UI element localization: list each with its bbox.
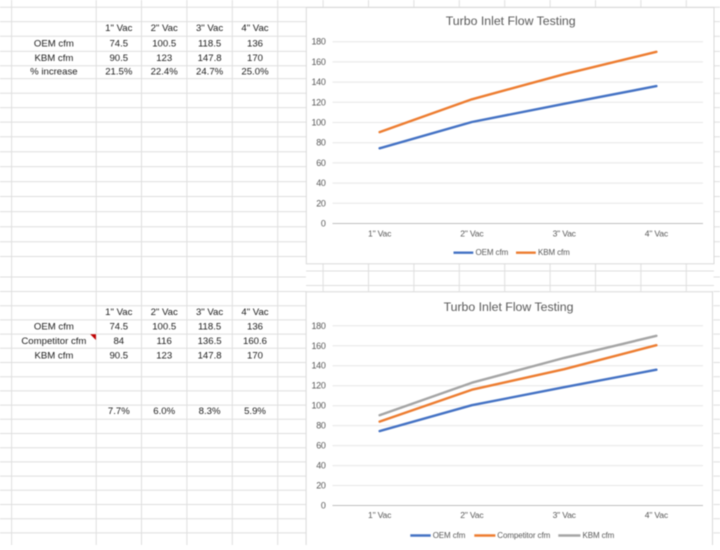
svg-text:6.0%: 6.0% bbox=[153, 406, 175, 417]
svg-text:Competitor cfm: Competitor cfm bbox=[497, 531, 550, 540]
svg-text:1" Vac: 1" Vac bbox=[368, 510, 392, 520]
svg-text:100: 100 bbox=[312, 401, 326, 411]
svg-text:74.5: 74.5 bbox=[109, 322, 128, 333]
svg-text:123: 123 bbox=[156, 53, 172, 64]
svg-text:4" Vac: 4" Vac bbox=[645, 510, 669, 520]
svg-text:118.5: 118.5 bbox=[198, 322, 221, 333]
svg-text:170: 170 bbox=[247, 350, 263, 361]
svg-text:4" Vac: 4" Vac bbox=[241, 23, 268, 34]
svg-text:60: 60 bbox=[316, 158, 326, 168]
svg-text:170: 170 bbox=[247, 53, 263, 64]
svg-text:160.6: 160.6 bbox=[243, 336, 267, 347]
svg-text:2" Vac: 2" Vac bbox=[151, 23, 178, 34]
svg-text:20: 20 bbox=[316, 481, 326, 491]
svg-text:180: 180 bbox=[312, 37, 326, 47]
svg-text:160: 160 bbox=[312, 341, 326, 351]
svg-text:2" Vac: 2" Vac bbox=[460, 229, 484, 239]
svg-text:Turbo Inlet Flow Testing: Turbo Inlet Flow Testing bbox=[444, 300, 574, 314]
svg-text:7.7%: 7.7% bbox=[108, 406, 130, 417]
svg-text:40: 40 bbox=[316, 461, 326, 471]
svg-text:140: 140 bbox=[312, 361, 326, 371]
svg-text:KBM cfm: KBM cfm bbox=[583, 531, 615, 540]
svg-text:25.0%: 25.0% bbox=[241, 67, 269, 78]
svg-text:3" Vac: 3" Vac bbox=[553, 510, 577, 520]
svg-text:OEM cfm: OEM cfm bbox=[34, 322, 74, 333]
svg-text:118.5: 118.5 bbox=[198, 39, 221, 50]
svg-text:24.7%: 24.7% bbox=[196, 67, 224, 78]
svg-text:Turbo Inlet Flow Testing: Turbo Inlet Flow Testing bbox=[446, 14, 576, 28]
svg-text:0: 0 bbox=[321, 501, 326, 511]
svg-text:% increase: % increase bbox=[30, 67, 77, 78]
svg-text:3" Vac: 3" Vac bbox=[196, 307, 223, 318]
svg-text:100: 100 bbox=[312, 118, 326, 128]
svg-text:0: 0 bbox=[321, 219, 326, 229]
svg-text:1" Vac: 1" Vac bbox=[368, 229, 392, 239]
svg-text:100.5: 100.5 bbox=[152, 39, 176, 50]
svg-text:120: 120 bbox=[312, 381, 326, 391]
svg-text:136: 136 bbox=[247, 322, 263, 333]
svg-text:5.9%: 5.9% bbox=[244, 406, 266, 417]
svg-text:180: 180 bbox=[312, 321, 326, 331]
svg-text:84: 84 bbox=[113, 336, 124, 347]
svg-text:21.5%: 21.5% bbox=[105, 67, 133, 78]
svg-text:80: 80 bbox=[316, 421, 326, 431]
svg-text:90.5: 90.5 bbox=[109, 53, 128, 64]
svg-text:40: 40 bbox=[316, 178, 326, 188]
svg-text:Competitor cfm: Competitor cfm bbox=[21, 336, 86, 347]
svg-text:2" Vac: 2" Vac bbox=[151, 307, 178, 318]
svg-text:4" Vac: 4" Vac bbox=[645, 229, 669, 239]
svg-text:4" Vac: 4" Vac bbox=[241, 307, 268, 318]
svg-text:OEM cfm: OEM cfm bbox=[433, 531, 466, 540]
svg-text:KBM cfm: KBM cfm bbox=[34, 53, 73, 64]
svg-text:3" Vac: 3" Vac bbox=[553, 229, 577, 239]
svg-text:136: 136 bbox=[247, 39, 263, 50]
svg-text:60: 60 bbox=[316, 441, 326, 451]
svg-text:74.5: 74.5 bbox=[109, 39, 128, 50]
svg-text:160: 160 bbox=[312, 57, 326, 67]
svg-text:20: 20 bbox=[316, 198, 326, 208]
svg-text:3" Vac: 3" Vac bbox=[196, 23, 223, 34]
svg-text:140: 140 bbox=[312, 77, 326, 87]
svg-text:8.3%: 8.3% bbox=[199, 406, 221, 417]
svg-text:22.4%: 22.4% bbox=[151, 67, 179, 78]
svg-text:123: 123 bbox=[156, 350, 172, 361]
svg-text:KBM cfm: KBM cfm bbox=[538, 248, 570, 257]
svg-text:1" Vac: 1" Vac bbox=[105, 307, 132, 318]
svg-text:2" Vac: 2" Vac bbox=[460, 510, 484, 520]
svg-text:90.5: 90.5 bbox=[109, 350, 128, 361]
svg-text:OEM cfm: OEM cfm bbox=[476, 248, 509, 257]
svg-text:147.8: 147.8 bbox=[198, 53, 222, 64]
svg-text:OEM cfm: OEM cfm bbox=[34, 39, 74, 50]
svg-text:80: 80 bbox=[316, 138, 326, 148]
svg-text:100.5: 100.5 bbox=[152, 322, 176, 333]
svg-text:147.8: 147.8 bbox=[198, 350, 222, 361]
svg-text:136.5: 136.5 bbox=[198, 336, 222, 347]
svg-text:116: 116 bbox=[157, 336, 172, 347]
svg-text:1" Vac: 1" Vac bbox=[105, 23, 132, 34]
svg-text:KBM cfm: KBM cfm bbox=[34, 350, 73, 361]
svg-text:120: 120 bbox=[312, 97, 326, 107]
